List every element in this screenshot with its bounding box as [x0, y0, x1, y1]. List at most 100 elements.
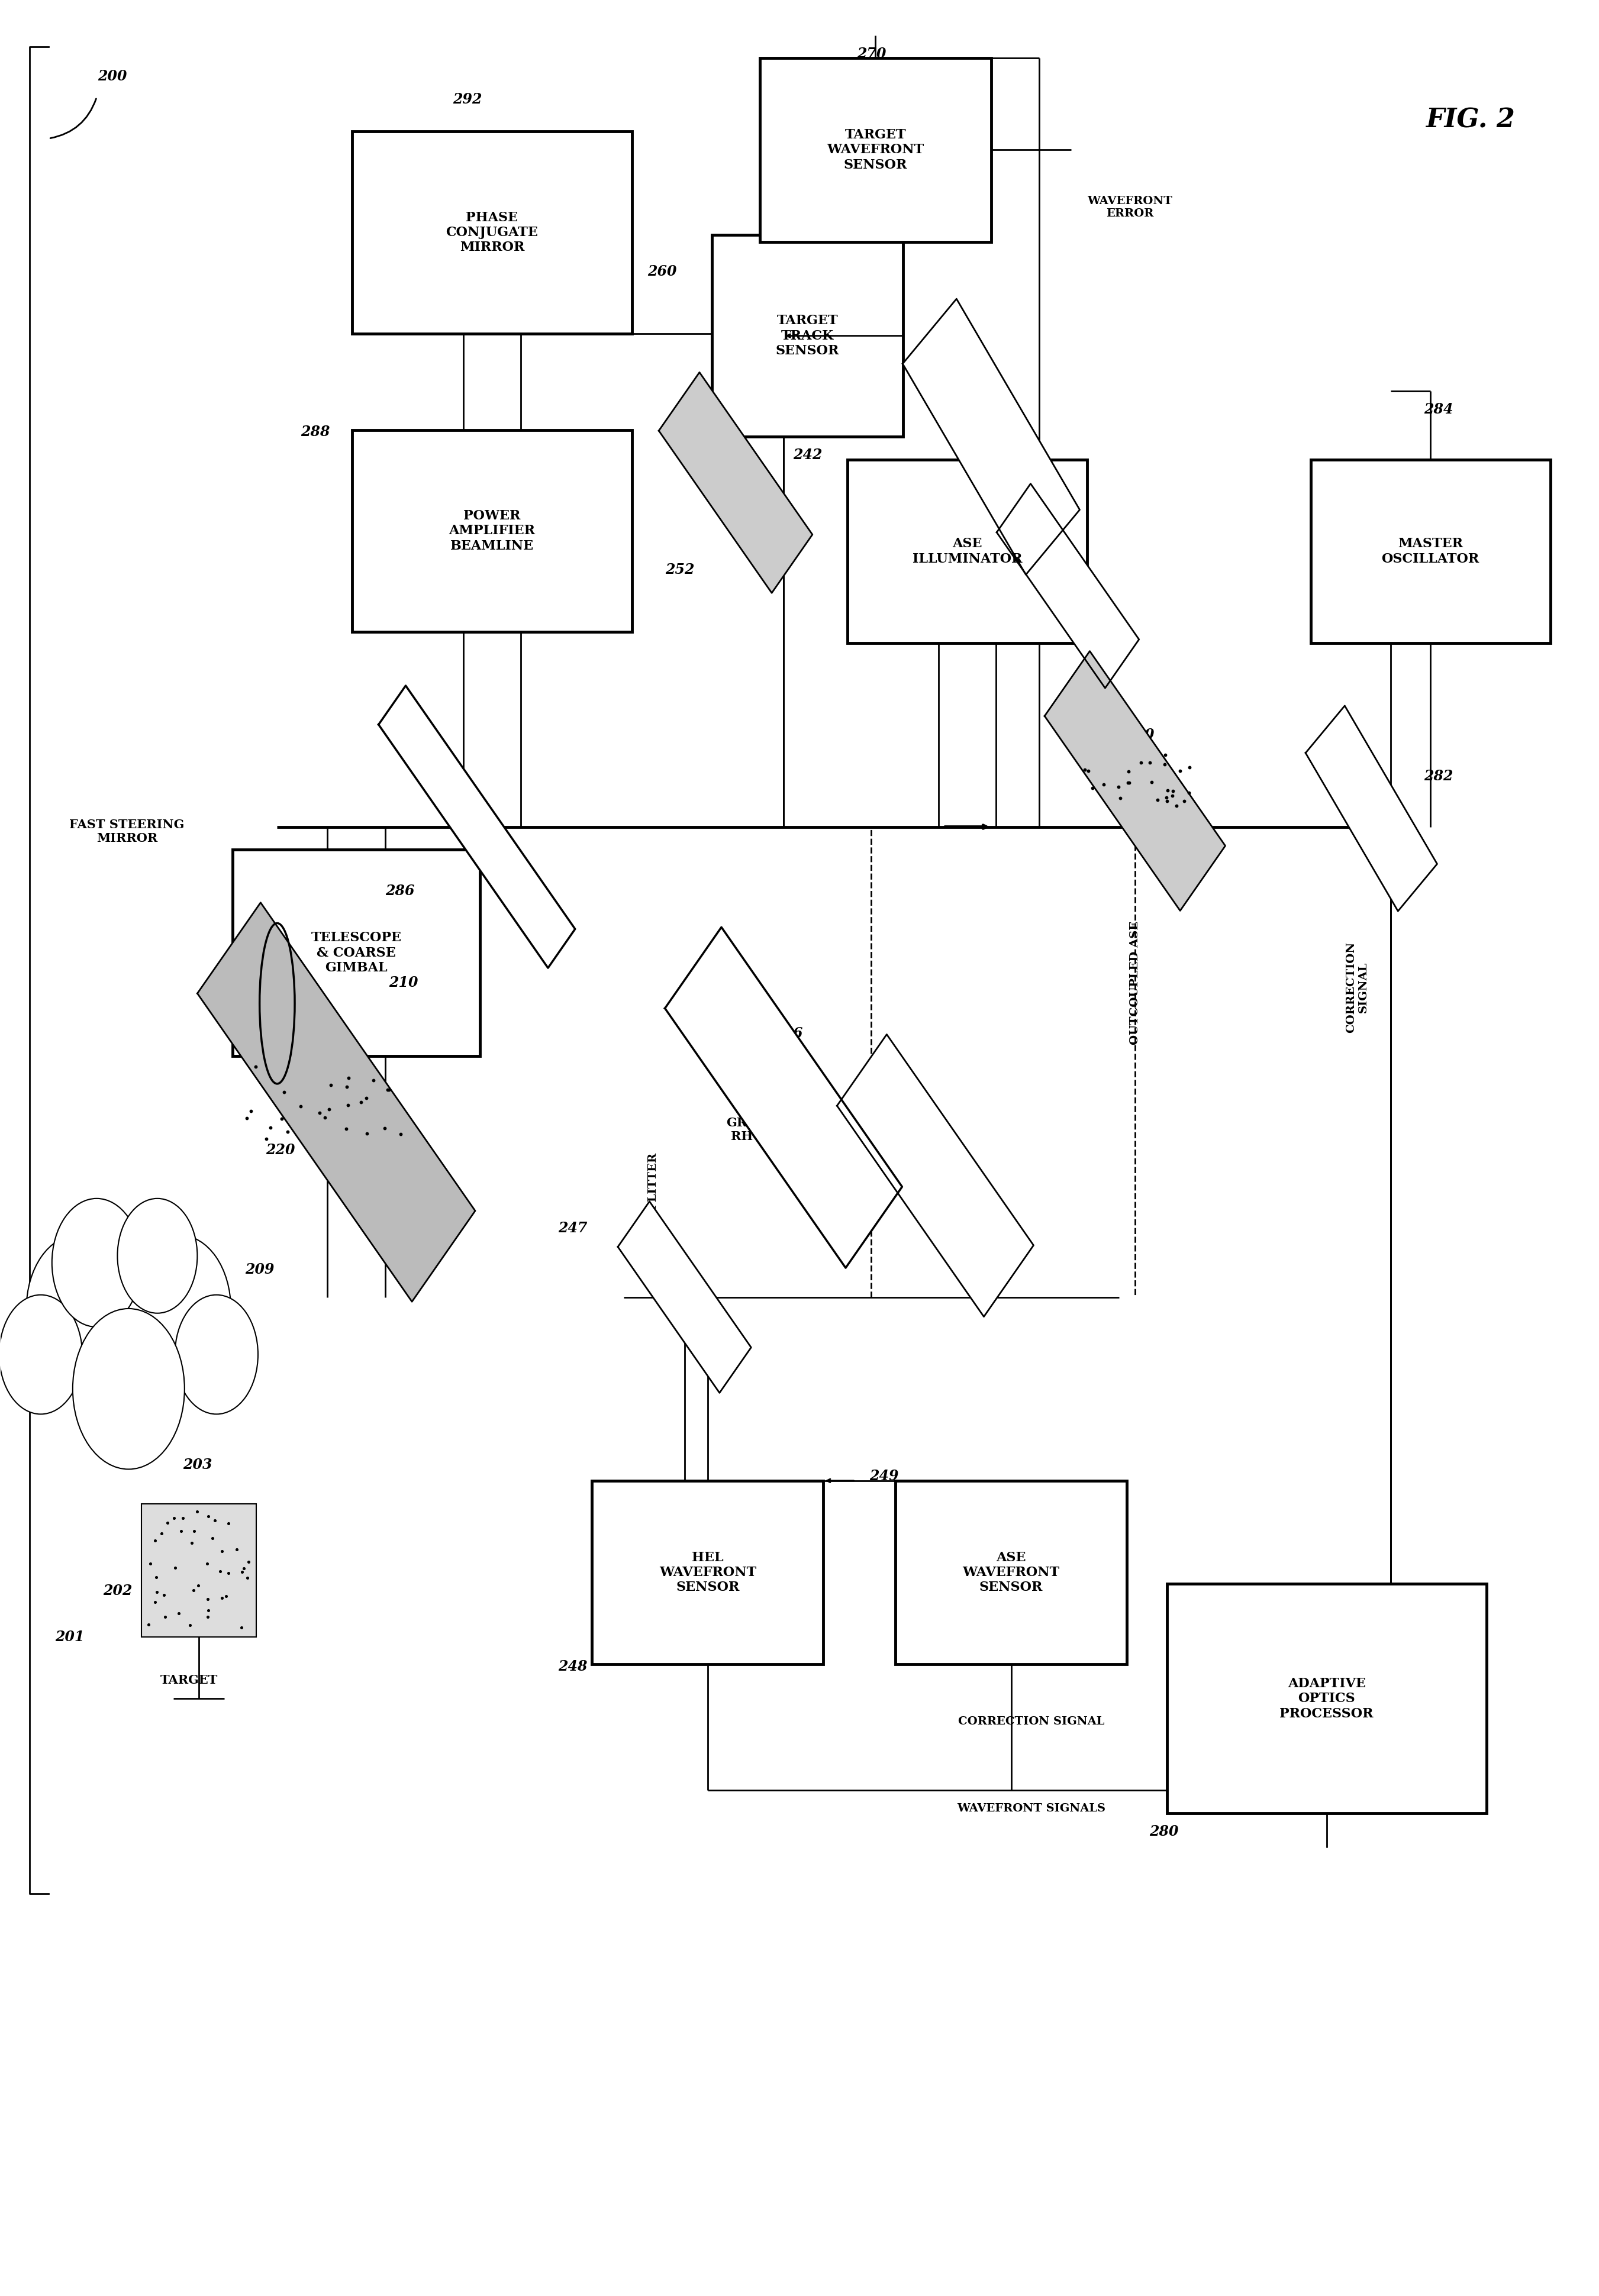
Point — [353, 1116, 379, 1153]
Point — [149, 1515, 174, 1552]
Point — [138, 1545, 163, 1582]
Polygon shape — [903, 298, 1079, 574]
Point — [1159, 774, 1185, 810]
Point — [181, 1573, 206, 1609]
Text: WAVEFRONT SIGNALS: WAVEFRONT SIGNALS — [956, 1802, 1105, 1814]
Point — [142, 1522, 168, 1559]
Point — [374, 1070, 400, 1107]
Polygon shape — [197, 902, 475, 1302]
Polygon shape — [617, 1201, 752, 1394]
Point — [181, 1513, 206, 1550]
Text: 203: 203 — [182, 1458, 213, 1472]
Point — [195, 1582, 221, 1619]
Point — [1116, 765, 1142, 801]
Circle shape — [0, 1295, 82, 1414]
Point — [1116, 753, 1142, 790]
Point — [136, 1607, 161, 1644]
Text: 250: 250 — [977, 448, 1006, 461]
Point — [243, 1049, 269, 1086]
Text: 210: 210 — [389, 976, 417, 990]
Text: POWER
AMPLIFIER
BEAMLINE: POWER AMPLIFIER BEAMLINE — [449, 510, 536, 553]
Point — [389, 1116, 414, 1153]
Point — [184, 1492, 209, 1529]
Point — [334, 1068, 360, 1104]
Point — [1107, 781, 1132, 817]
Point — [209, 1580, 235, 1616]
Point — [177, 1607, 203, 1644]
Text: 288: 288 — [301, 425, 329, 439]
Point — [353, 1079, 379, 1116]
Text: 240: 240 — [1126, 728, 1154, 742]
Polygon shape — [836, 1035, 1033, 1316]
Text: 202: 202 — [102, 1584, 133, 1598]
Bar — [712, 234, 903, 436]
Point — [235, 1543, 261, 1580]
Text: ASE
WAVEFRONT
SENSOR: ASE WAVEFRONT SENSOR — [963, 1550, 1060, 1593]
Point — [376, 1072, 401, 1109]
Point — [272, 1075, 297, 1111]
Point — [1177, 774, 1202, 810]
Bar — [352, 429, 632, 631]
Text: 286: 286 — [385, 884, 414, 898]
Point — [1154, 771, 1180, 808]
Text: 204: 204 — [30, 1320, 61, 1334]
Text: 246: 246 — [774, 1026, 803, 1040]
Polygon shape — [1305, 705, 1438, 912]
Text: 248: 248 — [558, 1660, 587, 1674]
Point — [253, 1120, 278, 1157]
Point — [1137, 744, 1162, 781]
Point — [1145, 781, 1170, 817]
Point — [371, 1109, 397, 1146]
Point — [229, 1609, 254, 1646]
Text: 270: 270 — [857, 46, 886, 60]
Polygon shape — [379, 687, 576, 969]
Text: TARGET: TARGET — [160, 1674, 217, 1685]
Text: ATMOSPHERIC
TURBULENCE: ATMOSPHERIC TURBULENCE — [75, 1371, 176, 1394]
Point — [195, 1598, 221, 1635]
Point — [161, 1550, 187, 1587]
Point — [179, 1525, 205, 1561]
Text: FIG. 2: FIG. 2 — [1426, 108, 1514, 133]
Point — [1115, 765, 1140, 801]
Text: TARGET
TRACK
SENSOR: TARGET TRACK SENSOR — [776, 315, 839, 358]
Bar — [141, 1504, 256, 1637]
Text: 220: 220 — [265, 1143, 294, 1157]
Bar — [847, 459, 1087, 643]
Text: 260: 260 — [648, 264, 676, 278]
Text: 249: 249 — [870, 1469, 899, 1483]
Text: 209: 209 — [245, 1263, 275, 1277]
Point — [224, 1531, 249, 1568]
Point — [195, 1591, 221, 1628]
Text: GRATING
RHOMB: GRATING RHOMB — [726, 1116, 793, 1143]
Bar — [760, 57, 991, 241]
Point — [1138, 765, 1164, 801]
Point — [257, 1109, 283, 1146]
Point — [152, 1598, 177, 1635]
Text: 252: 252 — [665, 563, 694, 576]
Point — [216, 1554, 241, 1591]
Point — [1151, 746, 1177, 783]
Polygon shape — [1044, 652, 1225, 912]
Bar — [1311, 459, 1551, 643]
Point — [1154, 783, 1180, 820]
Point — [317, 1091, 342, 1127]
Bar — [352, 131, 632, 333]
Point — [230, 1550, 256, 1587]
Point — [1071, 751, 1097, 788]
Text: CORRECTION
SIGNAL: CORRECTION SIGNAL — [1345, 941, 1369, 1033]
Point — [1153, 778, 1178, 815]
Point — [318, 1068, 344, 1104]
Point — [233, 1100, 259, 1137]
Point — [275, 1114, 301, 1150]
Text: 292: 292 — [453, 92, 481, 106]
Point — [1177, 748, 1202, 785]
Point — [1170, 783, 1196, 820]
Circle shape — [117, 1199, 197, 1313]
Point — [208, 1552, 233, 1589]
Point — [161, 1499, 187, 1536]
Text: MASTER
OSCILLATOR: MASTER OSCILLATOR — [1382, 537, 1479, 565]
Circle shape — [26, 1235, 128, 1382]
Point — [209, 1534, 235, 1570]
Text: 200: 200 — [98, 69, 128, 83]
Point — [1164, 788, 1190, 824]
